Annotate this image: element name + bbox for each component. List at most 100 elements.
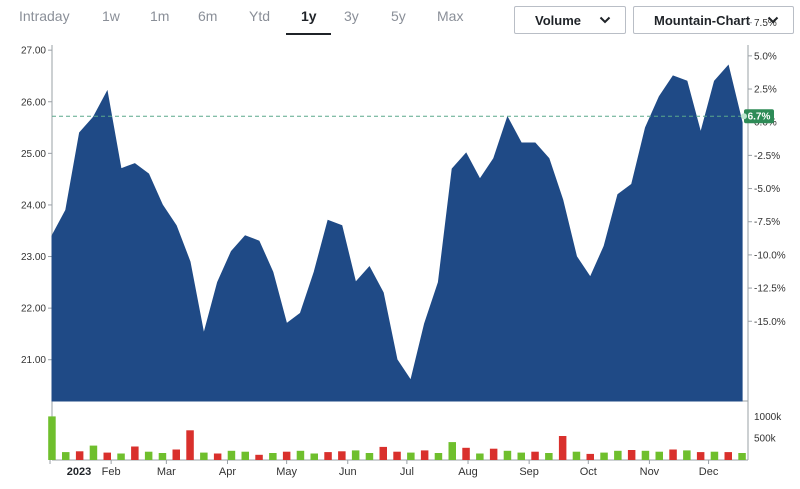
y-right-tick-label: 7.5% <box>754 18 777 29</box>
y-left-tick-label: 21.00 <box>21 355 46 366</box>
tab-max[interactable]: Max <box>437 8 464 24</box>
volume-bar <box>669 449 677 460</box>
x-tick-label: Mar <box>157 466 176 478</box>
change-badge-label: 6.7% <box>748 112 771 123</box>
y-left-tick-label: 24.00 <box>21 200 46 211</box>
x-tick-label: Oct <box>580 466 597 478</box>
price-area <box>51 64 743 402</box>
volume-bar <box>545 453 553 460</box>
volume-bar <box>269 453 277 460</box>
volume-bar <box>420 450 429 460</box>
tab-intraday[interactable]: Intraday <box>19 8 70 24</box>
x-tick-label: Jun <box>339 466 357 478</box>
volume-bar <box>310 453 318 460</box>
y-right-tick-label: -10.0% <box>754 250 786 261</box>
tab-6m[interactable]: 6m <box>198 8 218 24</box>
y-right-tick-label: -7.5% <box>754 217 780 228</box>
volume-bar <box>379 446 387 460</box>
tab-5y[interactable]: 5y <box>391 8 406 24</box>
volume-bar <box>227 450 236 460</box>
volume-bar <box>407 452 415 460</box>
chart-type-dropdown[interactable]: Mountain-Chart <box>633 6 794 34</box>
volume-bar <box>296 450 305 460</box>
range-tabs: Intraday 1w 1m 6m Ytd 1y 3y 5y Max <box>0 0 500 36</box>
tab-3y[interactable]: 3y <box>344 8 359 24</box>
volume-bar <box>75 451 84 460</box>
y-left-tick-label: 26.00 <box>21 97 46 108</box>
y-left-tick-label: 23.00 <box>21 252 46 263</box>
volume-bar <box>338 451 346 460</box>
volume-bar <box>448 442 456 460</box>
volume-bar <box>489 448 498 460</box>
volume-bar <box>158 453 167 460</box>
active-tab-indicator <box>286 33 331 35</box>
volume-bar <box>531 451 539 460</box>
volume-bar <box>503 450 512 460</box>
x-tick-label: Sep <box>519 466 539 478</box>
y-right-tick-label: -2.5% <box>754 151 780 162</box>
volume-bar <box>572 451 581 460</box>
volume-bar <box>641 450 650 460</box>
volume-bar <box>627 450 636 460</box>
volume-bar <box>696 452 705 460</box>
y-right-tick-label: 2.5% <box>754 85 777 96</box>
volume-bar <box>393 451 401 460</box>
volume-bar <box>241 451 249 460</box>
volume-bar <box>434 453 443 460</box>
y-right-tick-label: 5.0% <box>754 51 777 62</box>
volume-bar <box>724 452 732 460</box>
volume-tick-label: 1000k <box>754 412 782 423</box>
volume-bar <box>131 446 139 460</box>
x-tick-label: 2023 <box>67 466 91 478</box>
volume-bar <box>62 452 70 460</box>
volume-bar <box>186 430 194 460</box>
volume-bar <box>600 452 608 460</box>
chart-type-dropdown-label: Mountain-Chart <box>654 12 751 28</box>
y-right-tick-label: -15.0% <box>754 317 786 328</box>
tab-1y[interactable]: 1y <box>301 8 317 24</box>
y-right-tick-label: -12.5% <box>754 284 786 295</box>
volume-bar <box>48 416 56 460</box>
volume-bar <box>255 454 263 460</box>
volume-bar <box>683 450 691 460</box>
volume-tick-label: 500k <box>754 434 777 445</box>
volume-bar <box>213 453 222 460</box>
volume-bar <box>89 445 98 460</box>
volume-bar <box>738 453 746 460</box>
volume-bar <box>365 453 374 460</box>
x-tick-label: Apr <box>219 466 236 478</box>
volume-bar <box>351 450 360 460</box>
tab-1w[interactable]: 1w <box>102 8 120 24</box>
change-badge-dot <box>741 113 747 120</box>
volume-bar <box>586 453 594 460</box>
volume-bar <box>655 451 663 460</box>
volume-bar <box>558 436 567 460</box>
volume-bar <box>117 453 125 460</box>
volume-dropdown[interactable]: Volume <box>514 6 626 34</box>
x-tick-label: Nov <box>640 466 660 478</box>
volume-bar <box>172 449 180 460</box>
x-tick-label: Jul <box>400 466 414 478</box>
x-tick-label: Dec <box>699 466 719 478</box>
volume-bar <box>476 453 484 460</box>
volume-dropdown-label: Volume <box>535 12 581 28</box>
volume-bar <box>200 452 208 460</box>
chevron-down-icon <box>767 16 779 24</box>
tab-1m[interactable]: 1m <box>150 8 170 24</box>
volume-bar <box>282 451 291 460</box>
volume-bar <box>144 451 153 460</box>
y-left-tick-label: 27.00 <box>21 46 46 57</box>
x-tick-label: Aug <box>458 466 478 478</box>
volume-bar <box>710 451 719 460</box>
volume-bar <box>517 452 525 460</box>
volume-bar <box>462 447 470 460</box>
x-tick-label: Feb <box>102 466 121 478</box>
volume-bar <box>614 450 622 460</box>
y-right-tick-label: -5.0% <box>754 184 780 195</box>
chevron-down-icon <box>599 16 611 24</box>
tab-ytd[interactable]: Ytd <box>249 8 271 24</box>
change-badge <box>744 109 774 124</box>
volume-bar <box>103 452 111 460</box>
volume-bar <box>324 452 332 460</box>
